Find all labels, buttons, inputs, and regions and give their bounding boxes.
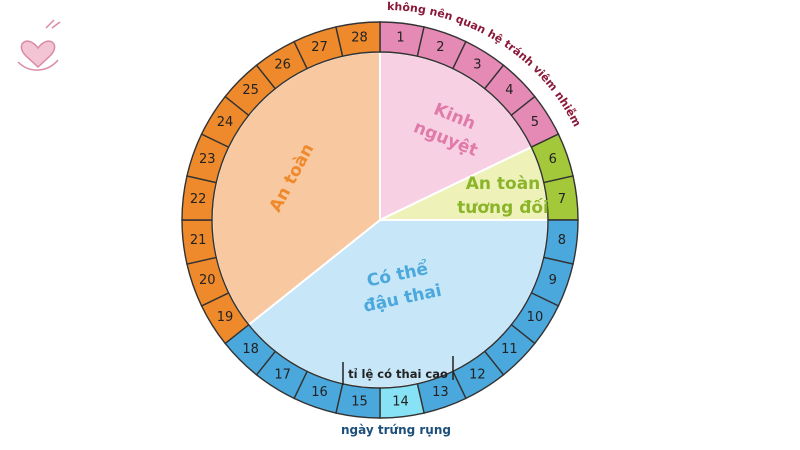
day-label: 13 — [432, 385, 449, 400]
phase-label-line: tương đối — [457, 197, 549, 218]
day-label: 8 — [558, 233, 566, 248]
day-label: 23 — [199, 152, 216, 167]
ovulation-annotation: ngày trứng rụng — [341, 423, 451, 437]
day-label: 1 — [396, 31, 404, 46]
day-label: 19 — [217, 310, 234, 325]
phase-label: An toàn tương đối — [457, 174, 549, 218]
day-label: 14 — [392, 394, 409, 409]
day-label: 3 — [473, 58, 481, 73]
phase-label-line: An toàn — [466, 174, 541, 194]
day-ring: 1234567891011121314151617181920212223242… — [181, 21, 579, 419]
day-label: 22 — [190, 192, 207, 207]
day-label: 25 — [242, 83, 259, 98]
day-label: 5 — [531, 115, 539, 130]
day-label: 11 — [501, 342, 518, 357]
day-label: 26 — [274, 58, 291, 73]
day-label: 4 — [505, 83, 513, 98]
phase-sectors — [211, 50, 550, 389]
day-label: 9 — [549, 273, 557, 288]
high-chance-bracket — [342, 356, 454, 385]
day-label: 6 — [549, 152, 557, 167]
day-label: 12 — [469, 367, 486, 382]
day-label: 7 — [558, 192, 566, 207]
day-label: 16 — [311, 385, 328, 400]
day-label: 20 — [199, 273, 216, 288]
day-label: 15 — [351, 394, 368, 409]
day-label: 24 — [217, 115, 234, 130]
day-label: 27 — [311, 40, 328, 55]
day-label: 21 — [190, 233, 207, 248]
day-label: 2 — [436, 40, 444, 55]
day-label: 17 — [274, 367, 291, 382]
day-segment — [335, 21, 381, 58]
logo — [17, 19, 61, 71]
day-label: 18 — [242, 342, 259, 357]
high-chance-annotation: tỉ lệ có thai cao — [348, 367, 448, 381]
day-label: 28 — [351, 31, 368, 46]
day-label: 10 — [527, 310, 544, 325]
